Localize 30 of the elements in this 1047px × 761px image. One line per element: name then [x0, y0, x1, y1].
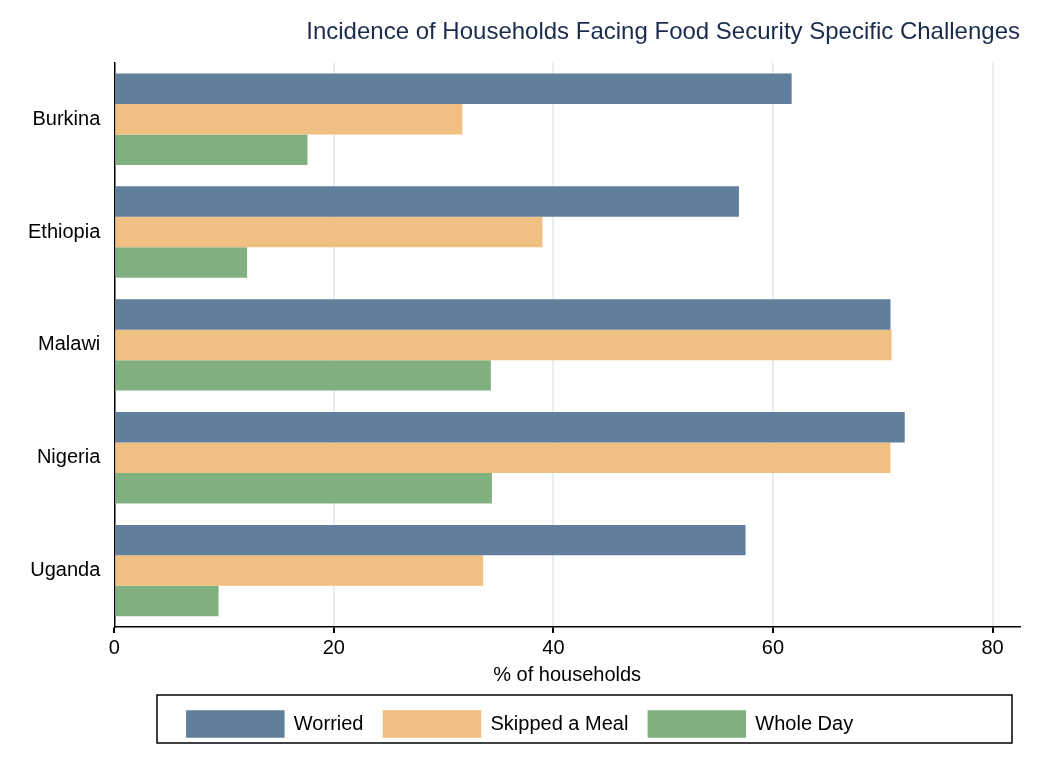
bar	[115, 103, 463, 135]
bar	[115, 247, 248, 278]
y-tick-label: Uganda	[30, 558, 102, 581]
y-tick-label: Burkina	[32, 106, 102, 129]
bar	[115, 442, 891, 473]
x-tick-label: 60	[761, 635, 785, 658]
x-axis-title: % of households	[493, 662, 642, 685]
bar	[115, 585, 219, 617]
bar	[115, 299, 891, 330]
bar	[115, 472, 492, 504]
legend-label: Worried	[293, 711, 364, 734]
x-tick-label: 0	[108, 635, 120, 658]
x-tick-label: 40	[542, 635, 565, 658]
bar	[115, 412, 905, 443]
x-tick-label: 20	[322, 635, 345, 658]
bar	[115, 555, 484, 586]
chart-title: Incidence of Households Facing Food Security Specific Challenges	[306, 17, 1020, 45]
x-tick-label: 80	[981, 635, 1004, 658]
bar	[115, 329, 892, 361]
y-tick-label: Malawi	[38, 332, 101, 355]
bar	[115, 524, 746, 556]
bar	[115, 360, 491, 391]
legend-label: Skipped a Meal	[490, 711, 629, 734]
bar	[115, 186, 739, 217]
bar	[115, 216, 543, 248]
bar	[115, 73, 792, 104]
legend-label: Whole Day	[755, 711, 854, 734]
y-tick-label: Nigeria	[36, 445, 102, 468]
bar	[115, 134, 308, 165]
y-tick-label: Ethiopia	[27, 219, 102, 242]
